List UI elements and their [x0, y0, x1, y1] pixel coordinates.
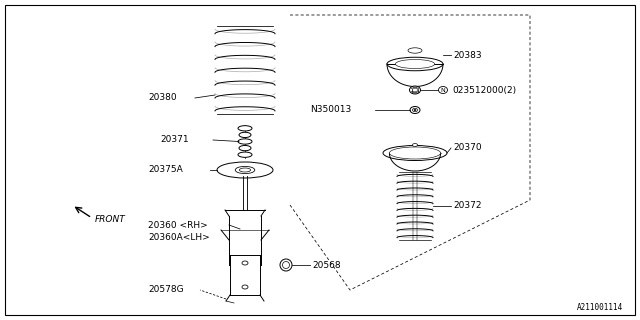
Ellipse shape — [239, 132, 251, 138]
Ellipse shape — [242, 261, 248, 265]
Text: 20380: 20380 — [148, 93, 177, 102]
Text: 20383: 20383 — [453, 51, 482, 60]
Ellipse shape — [236, 166, 255, 173]
Ellipse shape — [389, 147, 440, 159]
Ellipse shape — [238, 126, 252, 131]
Ellipse shape — [410, 86, 420, 94]
Text: FRONT: FRONT — [95, 215, 125, 225]
Ellipse shape — [399, 149, 431, 157]
Text: N350013: N350013 — [310, 106, 351, 115]
Text: 20372: 20372 — [453, 202, 481, 211]
Text: 20375A: 20375A — [148, 165, 183, 174]
Text: 20370: 20370 — [453, 143, 482, 153]
Ellipse shape — [414, 109, 416, 111]
Ellipse shape — [413, 108, 417, 112]
Ellipse shape — [438, 86, 447, 93]
Text: 20578G: 20578G — [148, 285, 184, 294]
Text: 023512000(2): 023512000(2) — [452, 85, 516, 94]
Ellipse shape — [239, 146, 251, 151]
Ellipse shape — [239, 168, 251, 172]
Text: N: N — [440, 87, 445, 92]
Ellipse shape — [408, 48, 422, 53]
Ellipse shape — [413, 143, 417, 147]
Ellipse shape — [280, 259, 292, 271]
Ellipse shape — [396, 60, 435, 68]
Ellipse shape — [238, 139, 252, 144]
Text: 20371: 20371 — [160, 135, 189, 145]
Ellipse shape — [410, 107, 420, 114]
Ellipse shape — [242, 285, 248, 289]
Ellipse shape — [387, 57, 443, 71]
Ellipse shape — [413, 88, 417, 92]
Text: 20360A<LH>: 20360A<LH> — [148, 233, 210, 242]
Text: 20360 <RH>: 20360 <RH> — [148, 221, 208, 230]
Ellipse shape — [238, 152, 252, 157]
Ellipse shape — [383, 146, 447, 161]
Ellipse shape — [282, 261, 289, 268]
Text: 20568: 20568 — [312, 260, 340, 269]
Text: A211001114: A211001114 — [577, 303, 623, 312]
Ellipse shape — [217, 162, 273, 178]
